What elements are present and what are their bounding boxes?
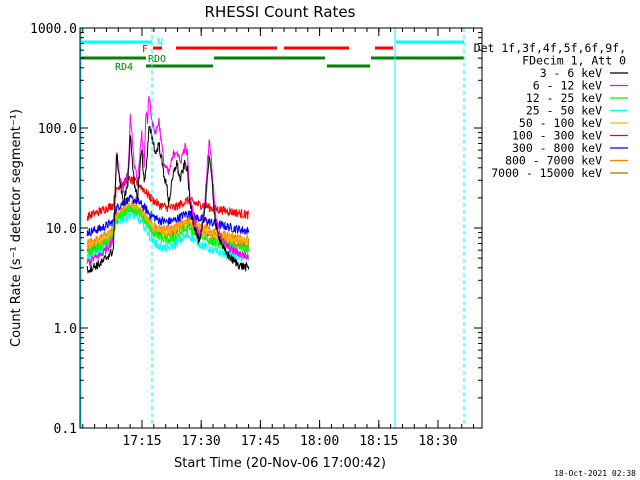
plot-frame [79, 27, 483, 429]
series-layer [86, 95, 250, 274]
x-tick-label: 17:15 [122, 434, 161, 449]
state-label-rd4: RD4 [115, 62, 133, 73]
axis-ticks: 0.1 1.0 10.0 100.0 1000.0 17:15 17:30 17:45 18:0… [30, 22, 482, 449]
legend-header: Det 1f,3f,4f,5f,6f,9f, [474, 41, 626, 55]
legend-entry: 100 - 300 keV [512, 129, 602, 143]
legend-entry: 800 - 7000 keV [505, 154, 602, 168]
x-tick-label: 17:30 [182, 434, 221, 449]
state-label-n: N [157, 37, 163, 48]
x-tick-label: 18:15 [359, 434, 398, 449]
y-tick-label: 10.0 [46, 222, 77, 237]
series-line-3-6-keV [86, 125, 250, 274]
series-line-100-300-keV [86, 175, 250, 222]
x-axis-label: Start Time (20-Nov-06 17:00:42) [174, 456, 386, 471]
timestamp: 18-Oct-2021 02:38 [554, 469, 636, 478]
legend-entry: 3 - 6 keV [540, 66, 602, 80]
legend-header: FDecim 1, Att 0 [522, 54, 626, 68]
legend-entry: 6 - 12 keV [533, 79, 602, 93]
x-tick-label: 18:00 [300, 434, 339, 449]
state-label-f: F [142, 44, 148, 55]
y-tick-label: 100.0 [38, 122, 77, 137]
legend: Det 1f,3f,4f,5f,6f,9f,FDecim 1, Att 03 -… [474, 41, 628, 180]
vertical-markers [80, 28, 465, 428]
y-axis-label: Count Rate (s⁻¹ detector segment⁻¹) [9, 109, 24, 347]
chart-title: RHESSI Count Rates [205, 3, 356, 21]
x-tick-label: 18:30 [418, 434, 457, 449]
legend-entry: 7000 - 15000 keV [491, 166, 602, 180]
legend-entry: 300 - 800 keV [512, 141, 602, 155]
legend-entry: 12 - 25 keV [526, 91, 602, 105]
y-tick-label: 1.0 [54, 322, 77, 337]
y-tick-label: 0.1 [54, 422, 77, 437]
legend-entry: 25 - 50 keV [526, 104, 602, 118]
state-label-rdo: RDO [148, 54, 166, 65]
legend-entry: 50 - 100 keV [519, 116, 602, 130]
y-tick-label: 1000.0 [30, 22, 77, 37]
x-tick-label: 17:45 [241, 434, 280, 449]
